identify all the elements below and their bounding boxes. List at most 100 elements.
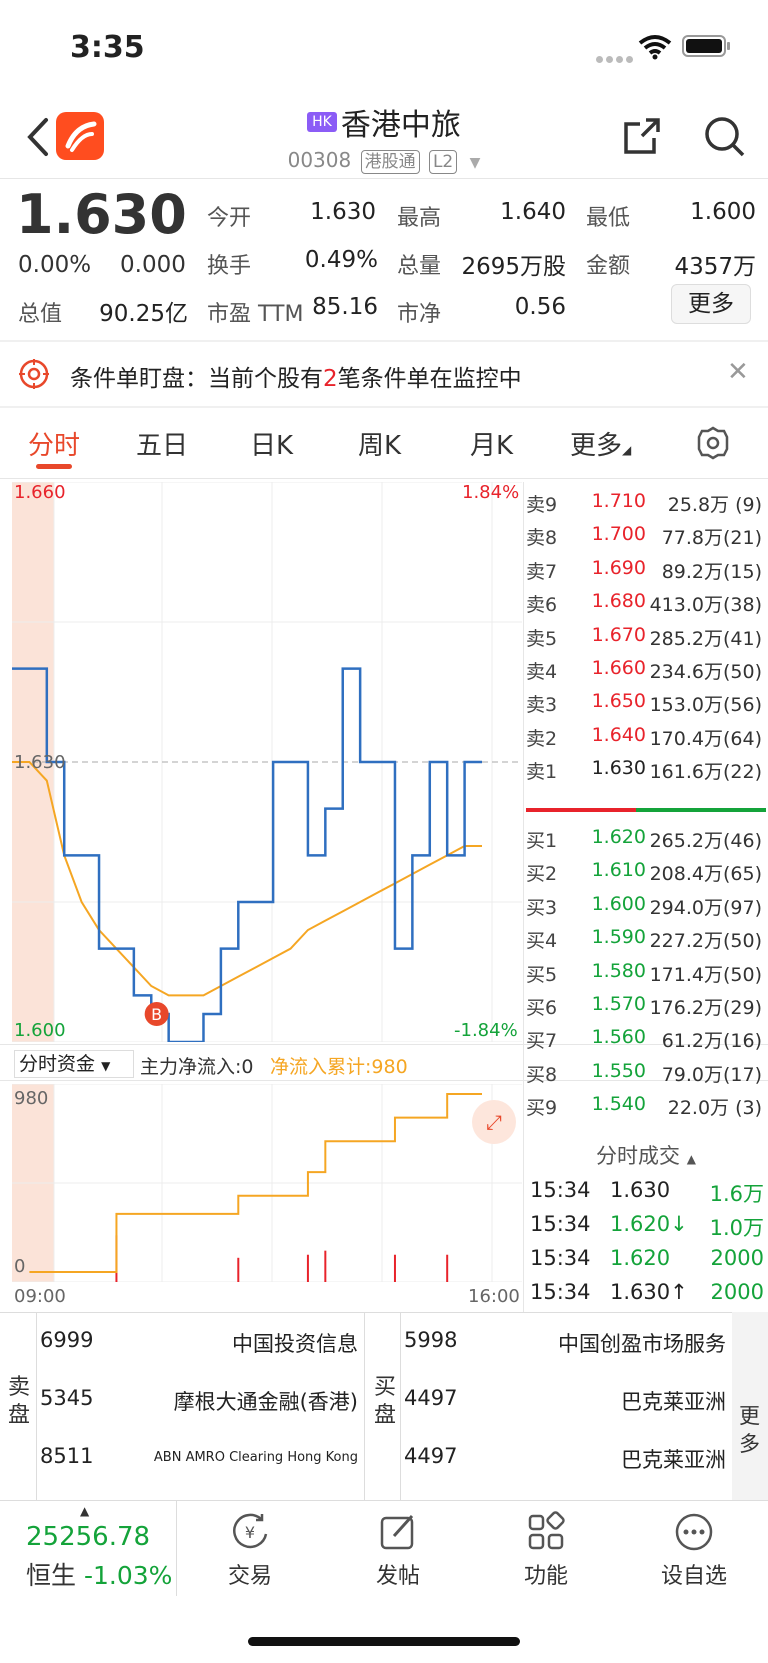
- gear-icon[interactable]: [696, 426, 730, 460]
- tab-intraday[interactable]: 分时: [28, 431, 81, 461]
- broker-id: 4497: [404, 1386, 458, 1410]
- tab-weekly-k[interactable]: 周K: [358, 431, 402, 461]
- tick-volume: 2000: [710, 1246, 764, 1270]
- sell-queue-text: 卖盘: [8, 1375, 31, 1428]
- stock-subtitle[interactable]: 00308 港股通 L2 ▼: [0, 148, 768, 174]
- tab-five-day[interactable]: 五日: [136, 431, 189, 461]
- buy-broker-row[interactable]: 4497 巴克莱亚洲: [404, 1428, 730, 1486]
- post-button[interactable]: 发帖: [348, 1510, 448, 1590]
- tick-row: 15:34 1.630↑ 2000: [530, 1276, 764, 1310]
- home-indicator: [248, 1637, 520, 1646]
- sell-broker-row[interactable]: 6999 中国投资信息: [40, 1312, 362, 1370]
- order-book-ask-row[interactable]: 卖7 1.690 89.2万(15): [526, 551, 766, 585]
- stock-name: 香港中旅: [340, 108, 461, 143]
- more-dots-icon: [675, 1513, 713, 1551]
- alert-count: 2: [323, 366, 338, 392]
- tick-row: 15:34 1.630 1.6万: [530, 1174, 764, 1208]
- expand-icon[interactable]: ⤢: [472, 1100, 516, 1144]
- broker-name: 巴克莱亚洲: [621, 1448, 726, 1472]
- broker-name: 摩根大通金融(香港): [173, 1390, 358, 1414]
- order-book-ask-row[interactable]: 卖5 1.670 285.2万(41): [526, 618, 766, 652]
- connect-tag: 港股通: [360, 150, 420, 174]
- open-value: 1.630: [310, 199, 376, 225]
- order-book-ask-row[interactable]: 卖6 1.680 413.0万(38): [526, 584, 766, 618]
- order-book-ask-row[interactable]: 卖8 1.700 77.8万(21): [526, 517, 766, 551]
- share-icon[interactable]: [618, 112, 666, 160]
- ask-price: 1.650: [591, 690, 646, 713]
- broker-name: ABN AMRO Clearing Hong Kong: [153, 1450, 358, 1465]
- close-icon[interactable]: ✕: [727, 357, 749, 387]
- search-icon[interactable]: [700, 112, 748, 160]
- broker-more-button[interactable]: 更多: [732, 1312, 768, 1500]
- sell-broker-row[interactable]: 5345 摩根大通金融(香港): [40, 1370, 362, 1428]
- order-book-bid-row[interactable]: 买1 1.620 265.2万(46): [526, 820, 766, 854]
- ask-price: 1.670: [591, 623, 646, 646]
- flow-selector[interactable]: 分时资金 ▼: [14, 1050, 134, 1078]
- order-book-bid-row[interactable]: 买6 1.570 176.2万(29): [526, 987, 766, 1021]
- bid-price: 1.560: [591, 1026, 646, 1049]
- volume-label: 总量: [397, 254, 442, 279]
- add-watchlist-button[interactable]: 设自选: [644, 1510, 744, 1590]
- back-button[interactable]: [18, 112, 58, 162]
- page-title: HK 香港中旅: [0, 100, 768, 144]
- y-axis-bottom-pct: -1.84%: [454, 1020, 518, 1041]
- order-book-ask-row[interactable]: 卖1 1.630 161.6万(22): [526, 751, 766, 785]
- broker-queue: [0, 1312, 768, 1500]
- order-book-bid-row[interactable]: 买7 1.560 61.2万(16): [526, 1020, 766, 1054]
- tab-monthly-k[interactable]: 月K: [470, 431, 514, 461]
- order-book-bid-row[interactable]: 买2 1.610 208.4万(65): [526, 853, 766, 887]
- monitor-icon: [19, 359, 49, 389]
- order-book-bid-row[interactable]: 买5 1.580 171.4万(50): [526, 954, 766, 988]
- function-button[interactable]: 功能: [496, 1510, 596, 1590]
- volume-value: 2695万股: [461, 254, 566, 280]
- index-ticker[interactable]: 恒生 -1.03%: [26, 1556, 172, 1592]
- order-book-ask-row[interactable]: 卖3 1.650 153.0万(56): [526, 684, 766, 718]
- y-axis-top-pct: 1.84%: [462, 482, 520, 503]
- pe-value: 85.16: [312, 294, 378, 320]
- y-axis-mid-label: 1.630: [14, 752, 66, 773]
- sell-broker-row[interactable]: 8511 ABN AMRO Clearing Hong Kong: [40, 1428, 362, 1486]
- price-line: [12, 667, 482, 1042]
- bid-level: 买6: [526, 997, 558, 1019]
- ask-level: 卖7: [526, 560, 558, 583]
- buy-broker-row[interactable]: 5998 中国创盈市场服务: [404, 1312, 730, 1370]
- intraday-chart[interactable]: B: [12, 482, 522, 1042]
- order-book-bid-row[interactable]: 买8 1.550 79.0万(17): [526, 1054, 766, 1088]
- tab-daily-k[interactable]: 日K: [250, 431, 294, 461]
- ask-price: 1.640: [591, 723, 646, 746]
- buy-broker-row[interactable]: 4497 巴克莱亚洲: [404, 1370, 730, 1428]
- order-book-ask-row[interactable]: 卖4 1.660 234.6万(50): [526, 651, 766, 685]
- order-book-bid-row[interactable]: 买3 1.600 294.0万(97): [526, 887, 766, 921]
- add-watchlist-label: 设自选: [660, 1564, 727, 1589]
- ask-volume: 153.0万(56): [649, 694, 762, 717]
- bid-level: 买2: [526, 863, 558, 886]
- tab-more[interactable]: 更多◢: [570, 425, 631, 462]
- more-quote-button[interactable]: 更多: [671, 284, 751, 324]
- alert-suffix: 笔条件单在监控中: [337, 366, 522, 392]
- chevron-down-icon: ▼: [469, 155, 481, 171]
- y-axis-bottom-label: 1.600: [14, 1020, 66, 1041]
- ask-level: 卖8: [526, 527, 558, 550]
- order-book-ask-row[interactable]: 卖9 1.710 25.8万 (9): [526, 484, 766, 518]
- flow-chart[interactable]: [12, 1084, 522, 1282]
- x-axis-end: 16:00: [468, 1286, 520, 1307]
- order-book-bid-row[interactable]: 买4 1.590 227.2万(50): [526, 920, 766, 954]
- buy-queue-label: 买盘: [368, 1374, 402, 1430]
- tick-price: 1.630: [610, 1178, 671, 1202]
- bid-volume: 294.0万(97): [649, 896, 762, 919]
- turnover-label: 换手: [207, 254, 252, 279]
- ask-volume: 89.2万(15): [661, 560, 762, 583]
- order-book-bid-row[interactable]: 买9 1.540 22.0万 (3): [526, 1087, 766, 1121]
- ticks-header[interactable]: 分时成交 ▲: [526, 1140, 766, 1170]
- order-book-ask-row[interactable]: 卖2 1.640 170.4万(64): [526, 718, 766, 752]
- index-value[interactable]: 25256.78: [26, 1522, 151, 1552]
- cellular-signal-icon: [596, 48, 636, 67]
- amount-label: 金额: [586, 254, 631, 279]
- trade-button[interactable]: ¥ 交易: [200, 1510, 300, 1590]
- ask-price: 1.660: [591, 657, 646, 679]
- tick-volume: 1.0万: [709, 1216, 764, 1240]
- flow-y-top: 980: [14, 1088, 49, 1109]
- tick-volume: 2000: [710, 1280, 764, 1304]
- mktcap-label: 总值: [18, 302, 63, 327]
- net-inflow-line: [29, 1093, 482, 1273]
